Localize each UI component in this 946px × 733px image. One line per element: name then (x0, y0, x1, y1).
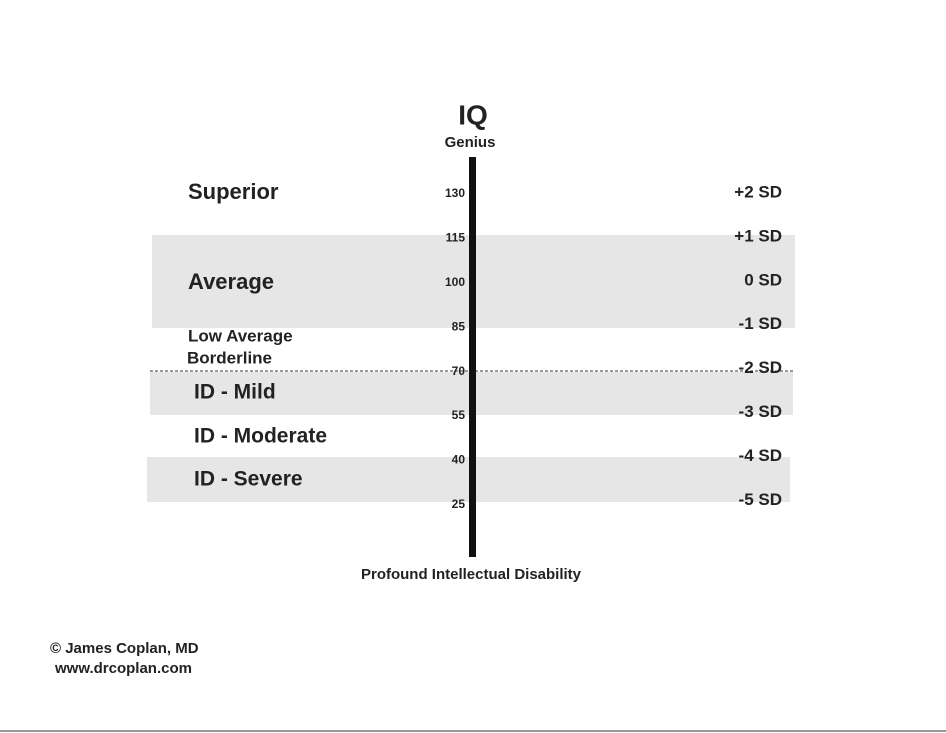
level-label: Borderline (187, 348, 272, 367)
footer-website: www.drcoplan.com (54, 660, 192, 677)
level-label: ID - Severe (194, 468, 303, 491)
iq-tick-label: 115 (446, 231, 466, 245)
level-label: Low Average (188, 326, 293, 345)
top-label: Genius (445, 134, 496, 151)
band-severe (147, 457, 790, 502)
title: IQ (458, 99, 488, 130)
iq-axis (469, 157, 476, 557)
sd-label: -3 SD (739, 402, 782, 421)
iq-tick-label: 55 (452, 408, 466, 422)
level-label: Average (188, 269, 274, 294)
level-label: Superior (188, 179, 279, 204)
bottom-label: Profound Intellectual Disability (361, 566, 582, 583)
sd-label: -4 SD (739, 446, 782, 465)
sd-label: 0 SD (744, 270, 782, 289)
iq-tick-label: 70 (452, 364, 466, 378)
iq-tick-label: 100 (445, 275, 465, 289)
sd-label: +1 SD (734, 226, 782, 245)
iq-tick-label: 40 (452, 453, 466, 467)
sd-label: +2 SD (734, 182, 782, 201)
iq-tick-label: 25 (452, 497, 466, 511)
footer-author: © James Coplan, MD (50, 640, 199, 657)
level-label: ID - Moderate (194, 425, 327, 448)
iq-tick-label: 130 (445, 186, 465, 200)
sd-label: -2 SD (739, 358, 782, 377)
sd-label: -1 SD (739, 314, 782, 333)
iq-tick-label: 85 (452, 319, 466, 333)
sd-label: -5 SD (739, 490, 782, 509)
level-label: ID - Mild (194, 381, 276, 404)
